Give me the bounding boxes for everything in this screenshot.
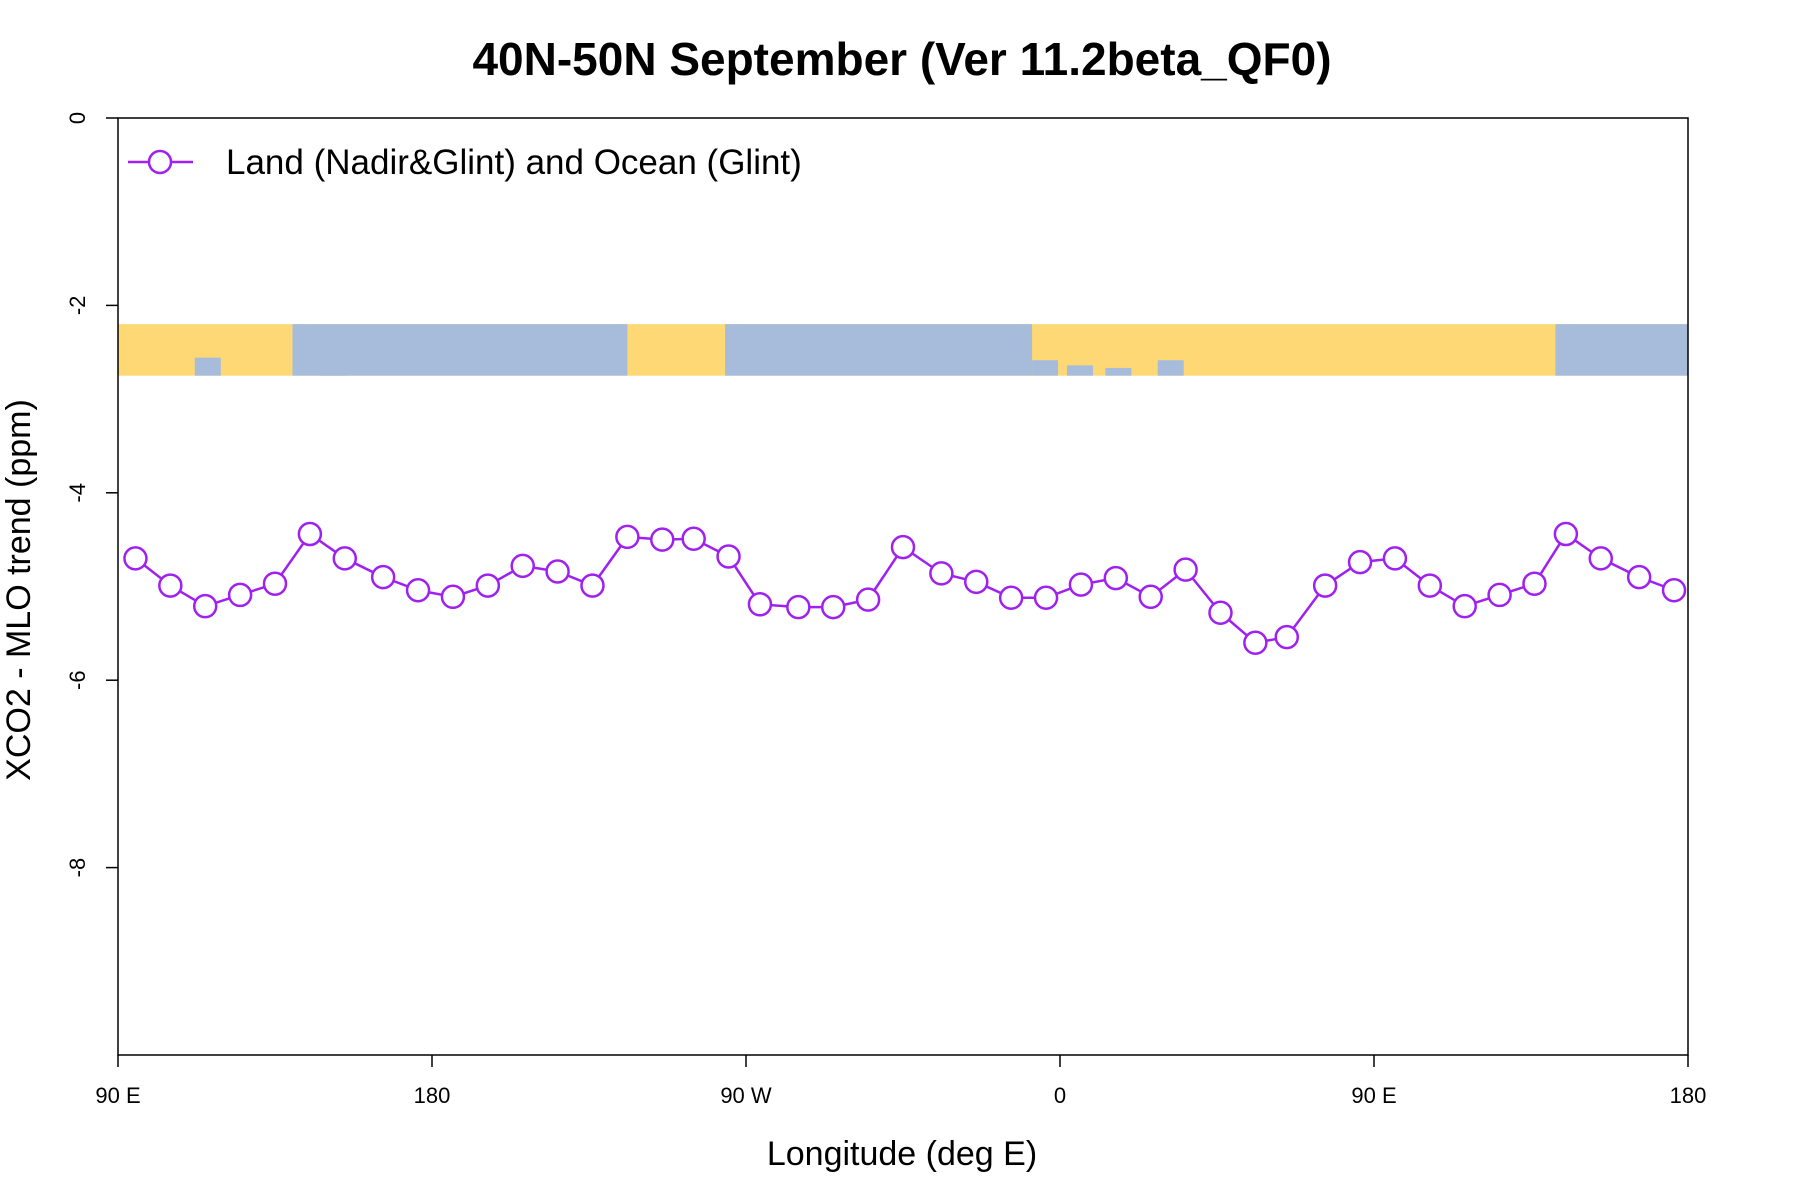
map-water-detail (194, 357, 221, 376)
data-point (1103, 565, 1129, 591)
data-point (1138, 584, 1163, 610)
chart-title: 40N-50N September (Ver 11.2beta_QF0) (472, 33, 1331, 85)
x-tick-label: 180 (1670, 1083, 1707, 1108)
y-tick-label: -4 (65, 483, 90, 503)
data-point (1173, 557, 1198, 582)
data-point (929, 561, 954, 586)
map-ocean-segment (1555, 324, 1688, 376)
data-point (510, 553, 535, 579)
data-point (615, 524, 640, 550)
data-point (890, 534, 916, 560)
data-point (681, 526, 706, 551)
map-ocean-segment (292, 324, 628, 376)
y-axis: 0 -2 -4 -6 -8 (65, 112, 118, 878)
data-point (1553, 521, 1579, 547)
data-point (1382, 546, 1408, 571)
data-point (855, 587, 881, 612)
x-axis: 90 E 180 90 W 0 90 E 180 (95, 1055, 1706, 1108)
data-point (475, 573, 501, 598)
data-point (158, 573, 183, 598)
plot-frame (117, 117, 1689, 1056)
data-point (440, 584, 466, 610)
data-point (998, 585, 1024, 610)
y-tick-label: -6 (65, 670, 90, 690)
legend: Land (Nadir&Glint) and Ocean (Glint) (128, 143, 802, 182)
data-point (123, 546, 148, 571)
data-point (545, 559, 570, 584)
map-water-detail (1105, 367, 1132, 376)
x-tick-label: 180 (414, 1083, 451, 1108)
legend-label: Land (Nadir&Glint) and Ocean (Glint) (226, 143, 802, 182)
data-point (1068, 572, 1094, 597)
data-point (747, 592, 773, 617)
data-point (580, 573, 605, 598)
y-tick-label: -8 (65, 858, 90, 878)
data-point (1452, 593, 1477, 619)
data-point (1661, 577, 1687, 603)
data-point (1417, 573, 1443, 598)
map-ocean-segment (725, 324, 1033, 376)
map-strip (118, 324, 1688, 376)
map-water-detail (1032, 360, 1059, 376)
data-point (650, 527, 675, 552)
data-point (192, 593, 218, 619)
x-tick-label: 0 (1054, 1083, 1066, 1108)
x-tick-label: 90 E (95, 1083, 140, 1108)
data-point (1033, 585, 1059, 610)
map-water-detail (1066, 365, 1093, 376)
data-point (1208, 600, 1233, 625)
y-tick-label: -2 (65, 296, 90, 316)
data-point (1312, 573, 1338, 598)
data-point (370, 564, 396, 590)
data-point (1487, 582, 1512, 608)
data-point (1626, 564, 1652, 590)
data-point (262, 571, 288, 596)
x-tick-label: 90 E (1351, 1083, 1396, 1108)
data-point (1522, 571, 1547, 596)
data-point (1274, 624, 1300, 650)
y-tick-label: 0 (65, 112, 90, 124)
legend-marker (147, 149, 173, 175)
data-point (786, 594, 811, 620)
map-water-detail (320, 362, 347, 376)
data-point (297, 521, 323, 547)
data-point (405, 577, 431, 603)
data-point (1243, 630, 1268, 655)
data-point (227, 582, 253, 608)
data-point (716, 544, 741, 569)
data-point (1347, 549, 1373, 575)
y-axis-label: XCO2 - MLO trend (ppm) (0, 399, 38, 781)
series-layer (123, 521, 1687, 655)
map-water-detail (1157, 360, 1184, 376)
data-point (332, 546, 358, 571)
x-tick-label: 90 W (720, 1083, 772, 1108)
data-point (820, 594, 846, 620)
data-point (1588, 546, 1614, 571)
x-axis-label: Longitude (deg E) (767, 1135, 1037, 1173)
data-point (964, 569, 989, 595)
